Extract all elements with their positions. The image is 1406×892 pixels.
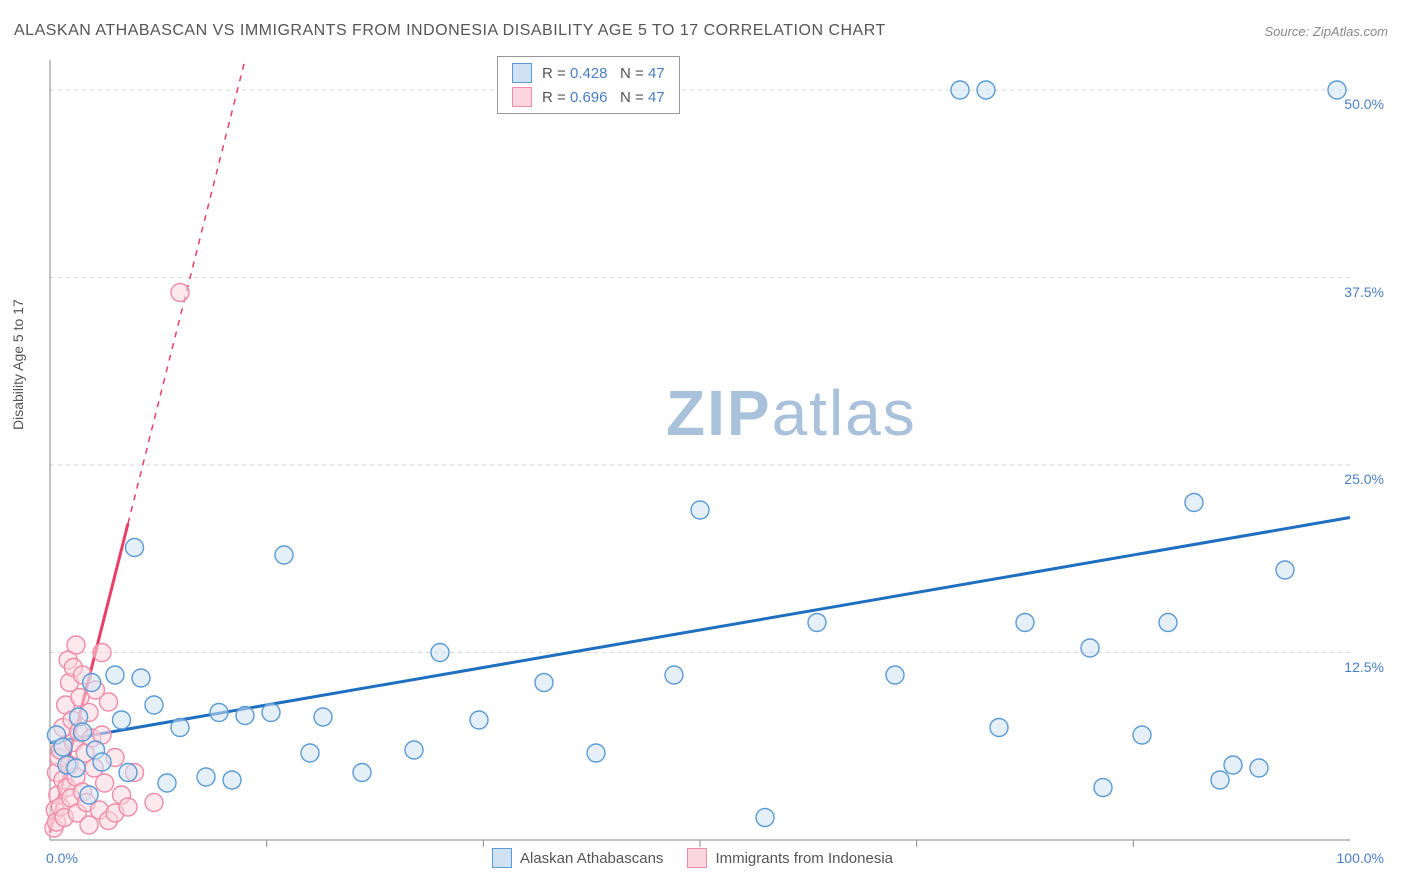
source-attribution: Source: ZipAtlas.com	[1264, 24, 1388, 39]
legend-stats-text: R = 0.428 N = 47	[542, 65, 665, 82]
y-tick-label: 50.0%	[1344, 96, 1384, 112]
correlation-legend: R = 0.428 N = 47 R = 0.696 N = 47	[497, 56, 680, 114]
pink-swatch-icon	[687, 848, 707, 868]
pink-swatch-icon	[512, 87, 532, 107]
legend-item: Immigrants from Indonesia	[687, 848, 893, 868]
legend-stats-text: R = 0.696 N = 47	[542, 89, 665, 106]
y-tick-label: 12.5%	[1344, 659, 1384, 675]
chart-title: ALASKAN ATHABASCAN VS IMMIGRANTS FROM IN…	[14, 22, 886, 40]
y-axis-label: Disability Age 5 to 17	[10, 299, 26, 430]
legend-stats-row: R = 0.428 N = 47	[498, 61, 679, 85]
x-tick-label: 0.0%	[46, 850, 78, 866]
blue-swatch-icon	[492, 848, 512, 868]
legend-stats-row: R = 0.696 N = 47	[498, 85, 679, 109]
y-tick-label: 25.0%	[1344, 471, 1384, 487]
legend-item: Alaskan Athabascans	[492, 848, 663, 868]
legend-item-label: Alaskan Athabascans	[520, 850, 663, 867]
blue-swatch-icon	[512, 63, 532, 83]
legend-item-label: Immigrants from Indonesia	[715, 850, 893, 867]
y-tick-label: 37.5%	[1344, 284, 1384, 300]
series-legend: Alaskan Athabascans Immigrants from Indon…	[492, 848, 893, 868]
x-tick-label: 100.0%	[1337, 850, 1384, 866]
scatter-chart	[42, 48, 1390, 848]
